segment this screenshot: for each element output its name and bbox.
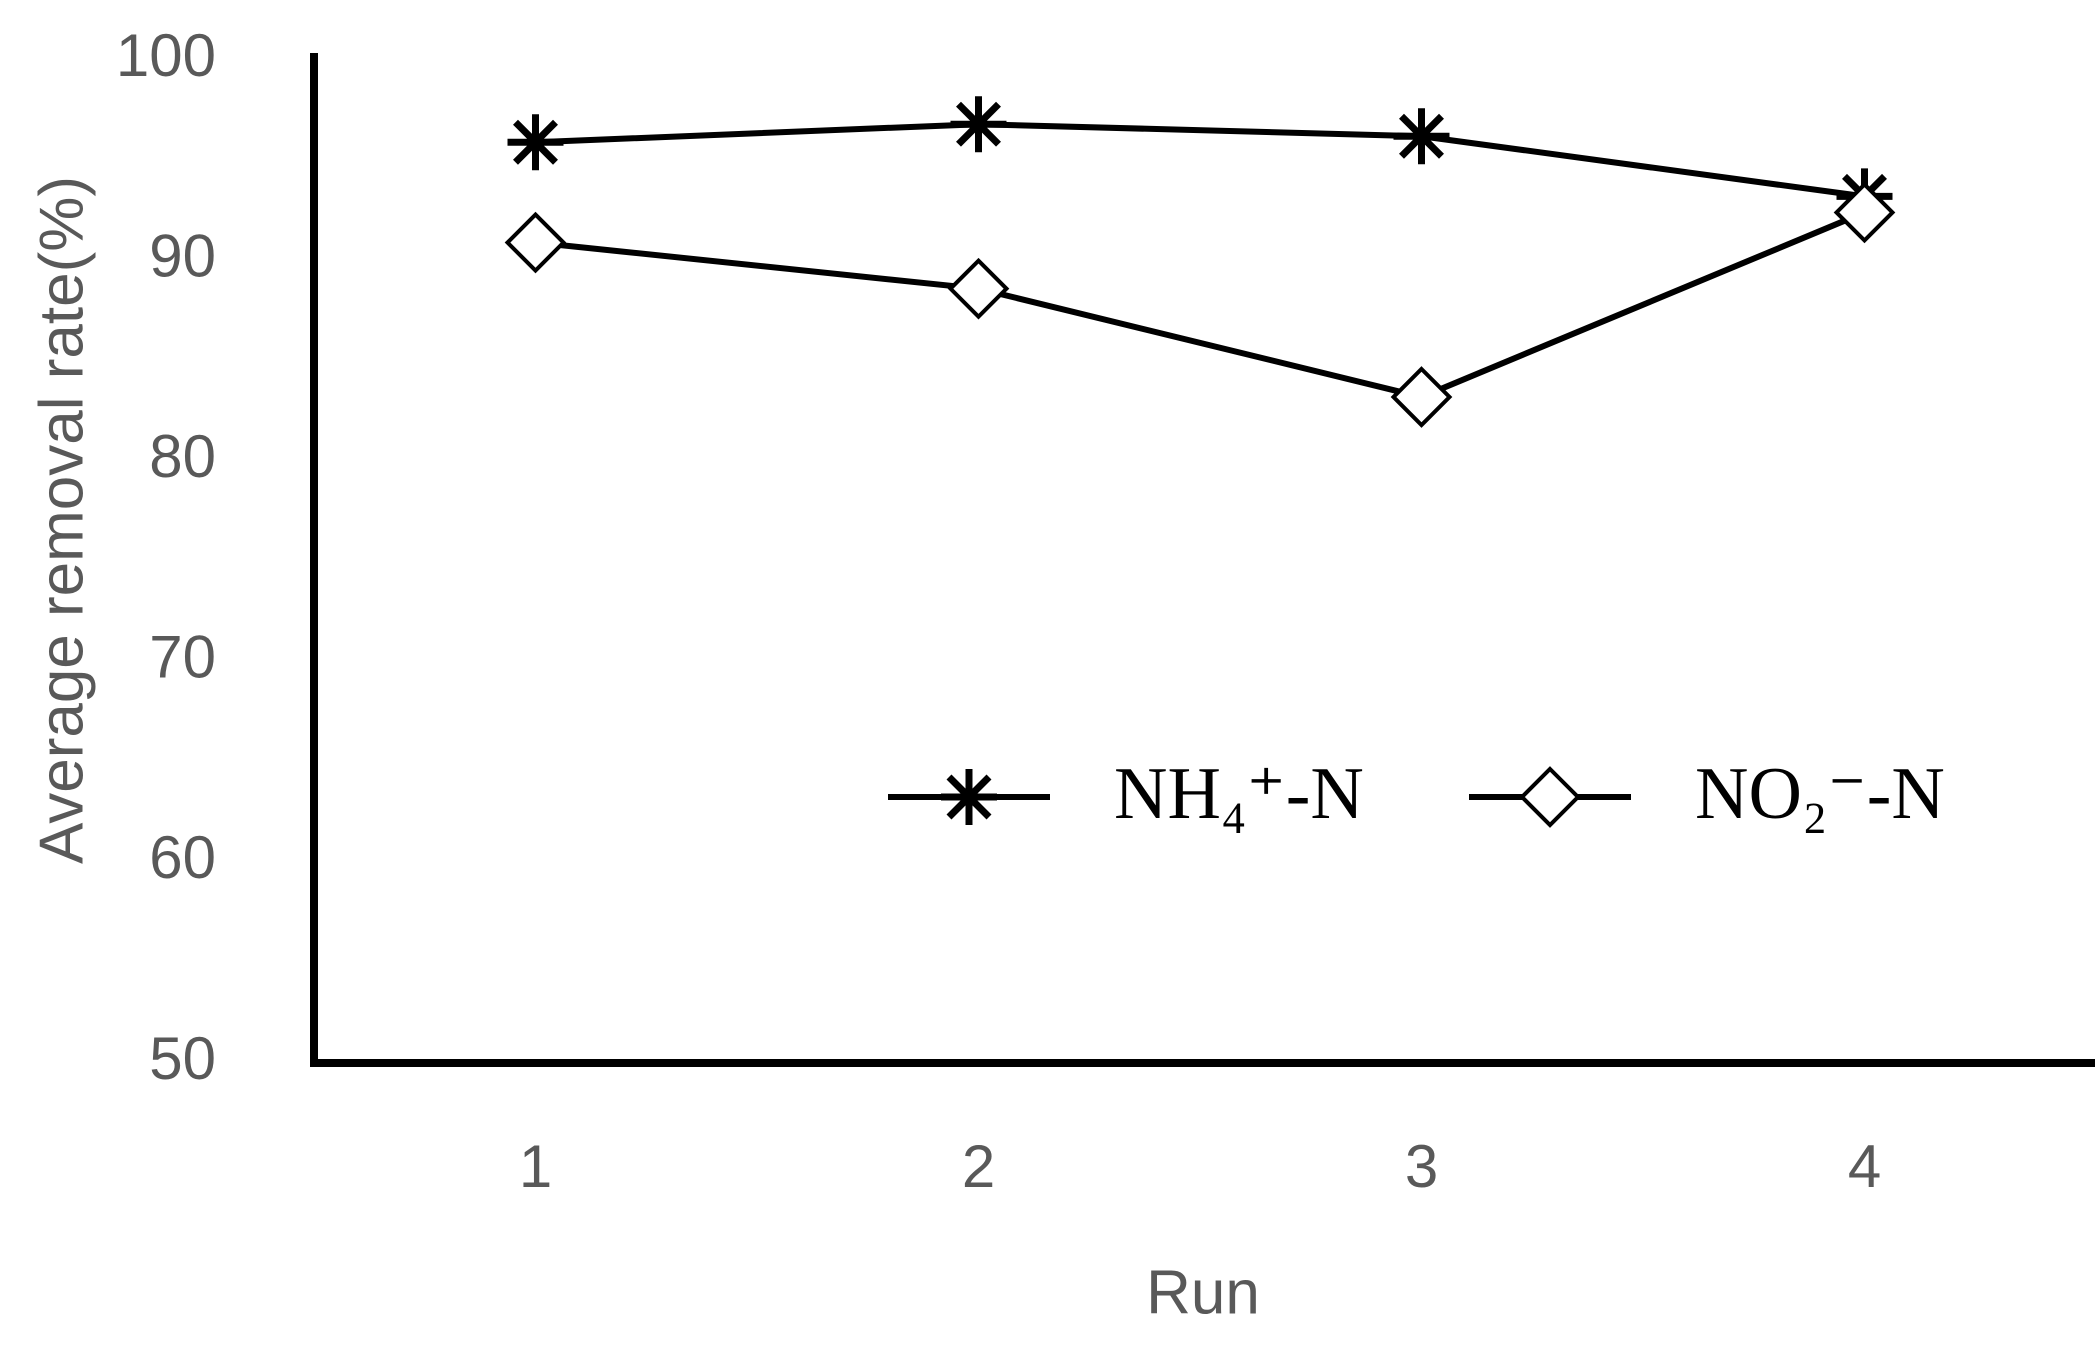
x-tick-label: 3	[1405, 1133, 1438, 1200]
y-tick-label: 60	[149, 824, 216, 891]
y-tick-label: 50	[149, 1025, 216, 1092]
marker	[950, 96, 1007, 153]
marker	[947, 257, 1010, 320]
marker	[1393, 108, 1450, 165]
legend-marker	[941, 769, 997, 825]
y-tick-label: 70	[149, 624, 216, 691]
marker	[1833, 181, 1896, 244]
series-line	[535, 121, 1865, 200]
legend-marker	[1519, 766, 1581, 828]
x-tick-label: 2	[962, 1133, 995, 1200]
x-axis-title: Run	[1146, 1258, 1260, 1327]
x-tick-label: 4	[1848, 1133, 1881, 1200]
y-tick-label: 90	[149, 222, 216, 289]
y-tick-label: 80	[149, 423, 216, 490]
y-tick-label: 100	[116, 22, 216, 89]
legend-label: NO₂⁻-N	[1695, 753, 1945, 835]
y-axis-title: Average removal rate(%)	[27, 176, 96, 864]
marker	[1390, 366, 1453, 428]
marker	[504, 211, 567, 274]
x-tick-label: 1	[519, 1133, 552, 1200]
legend-label: NH₄⁺-N	[1114, 753, 1364, 835]
series-line	[535, 209, 1866, 401]
marker	[507, 114, 564, 171]
